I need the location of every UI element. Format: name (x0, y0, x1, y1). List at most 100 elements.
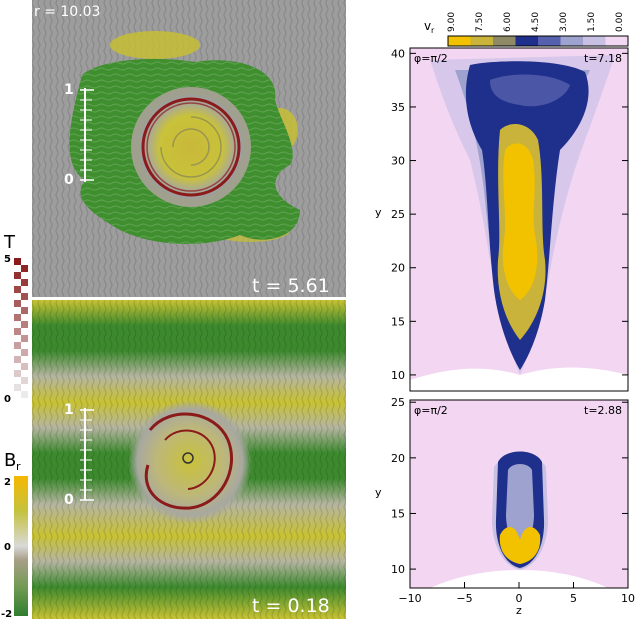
red-ring-inner (146, 102, 236, 192)
right-top-ylabel: y (375, 206, 382, 219)
right-bottom-xlabel: z (516, 604, 522, 617)
xtick-label: −5 (456, 592, 472, 605)
ytick-label: 35 (391, 101, 405, 114)
radius-label: r = 10.03 (34, 4, 100, 20)
swirl-lines (160, 116, 222, 178)
swirl-core (139, 95, 243, 199)
temperature-colorbar-cell (21, 349, 28, 356)
vr-colorbar-ticks: 9.00 7.50 6.00 4.50 3.00 1.50 0.00 (447, 12, 625, 32)
temperature-colorbar-cell (14, 300, 21, 307)
temperature-colorbar-cell (14, 377, 21, 384)
time-label-bottom-left: t = 0.18 (252, 595, 330, 617)
scale-bar: 1 0 (64, 82, 94, 188)
temperature-colorbar-cell (14, 314, 21, 321)
temperature-colorbar-cell (21, 286, 28, 293)
vr-colorbar-cell (560, 36, 583, 46)
right-bottom-time-label: t=2.88 (584, 404, 622, 417)
ytick-label: 20 (391, 262, 405, 275)
temperature-colorbar: T 5 0 (3, 232, 28, 405)
temperature-colorbar-cell (14, 356, 21, 363)
temperature-colorbar-bar (14, 258, 28, 398)
temperature-colorbar-cell (14, 342, 21, 349)
temperature-colorbar-cell (14, 349, 21, 356)
temperature-colorbar-cell (21, 356, 28, 363)
vr-colorbar-tick: 1.50 (587, 12, 597, 32)
br-tick-min: -2 (1, 609, 12, 619)
temperature-colorbar-cell (14, 363, 21, 370)
br-colorbar: B r 2 0 -2 (1, 450, 28, 619)
panel-divider (32, 297, 346, 300)
scale-tick-0: 0 (64, 492, 74, 508)
swirl-center (182, 452, 194, 464)
ytick-label: 10 (391, 563, 405, 576)
temperature-colorbar-max: 5 (4, 254, 11, 265)
ytick-label: 25 (391, 396, 405, 409)
temperature-colorbar-cell (14, 258, 21, 265)
plume-yellow-base (499, 526, 541, 564)
vr-colorbar-label: v (424, 19, 431, 33)
temperature-colorbar-cell (21, 342, 28, 349)
time-label-top-left: t = 5.61 (252, 275, 330, 297)
temperature-colorbar-cell (21, 272, 28, 279)
br-tick-max: 2 (4, 477, 11, 488)
vr-colorbar-cell (470, 36, 493, 46)
temperature-colorbar-cell (21, 258, 28, 265)
br-colorbar-subscript: r (16, 460, 21, 473)
right-bottom-ylabel: y (375, 486, 382, 499)
plume-yellow-core (502, 143, 538, 300)
vr-colorbar-cell (515, 36, 538, 46)
ytick-label: 15 (391, 507, 405, 520)
right-bottom-phi-label: φ=π/2 (414, 404, 448, 417)
right-top-yticks: 40 35 30 25 20 15 10 (391, 47, 628, 382)
plume-cap (490, 74, 570, 107)
vr-colorbar-tick: 3.00 (559, 12, 569, 32)
ytick-label: 25 (391, 208, 405, 221)
vr-colorbar-cell (605, 36, 628, 46)
right-top-frame (409, 47, 629, 392)
scale-bar: 1 0 (64, 402, 94, 508)
right-bottom-panel: 25 20 15 10 −10 −5 0 5 10 y z φ=π/2 t=2.88 (375, 396, 635, 617)
temperature-colorbar-cell (21, 279, 28, 286)
vr-colorbar-cell (583, 36, 606, 46)
temperature-colorbar-cell (14, 307, 21, 314)
vr-colorbar-cell (448, 36, 471, 46)
red-spiral (144, 412, 234, 510)
temperature-colorbar-cell (14, 265, 21, 272)
red-ring (141, 97, 241, 197)
temperature-colorbar-cell (14, 335, 21, 342)
temperature-colorbar-cell (14, 293, 21, 300)
temperature-colorbar-min: 0 (4, 394, 11, 405)
scale-tick-1: 1 (64, 82, 74, 98)
xtick-label: −10 (398, 592, 421, 605)
xtick-label: 0 (516, 592, 523, 605)
temperature-colorbar-cell (21, 328, 28, 335)
scale-tick-0: 0 (64, 172, 74, 188)
temperature-colorbar-cell (21, 391, 28, 398)
scale-tick-1: 1 (64, 402, 74, 418)
temperature-colorbar-cell (21, 314, 28, 321)
br-colorbar-label: B (4, 450, 16, 471)
right-top-phi-label: φ=π/2 (414, 52, 448, 65)
temperature-colorbar-cell (21, 321, 28, 328)
temperature-colorbar-cell (21, 307, 28, 314)
temperature-colorbar-cell (21, 384, 28, 391)
temperature-colorbar-cell (21, 377, 28, 384)
temperature-colorbar-cell (14, 279, 21, 286)
right-bottom-xticks: −10 −5 0 5 10 (398, 582, 635, 605)
ytick-label: 10 (391, 369, 405, 382)
ytick-label: 20 (391, 452, 405, 465)
plume-light (506, 464, 534, 548)
xtick-label: 10 (621, 592, 635, 605)
vr-colorbar-frame (447, 35, 629, 47)
br-tick-zero: 0 (4, 542, 11, 553)
left-top-panel: 1 0 r = 10.03 t = 5.61 (32, 0, 346, 297)
ytick-label: 40 (391, 47, 405, 60)
vr-colorbar-tick: 4.50 (531, 12, 541, 32)
temperature-colorbar-cell (14, 272, 21, 279)
right-top-panel: 40 35 30 25 20 15 10 y φ=π/2 t=7.18 (375, 47, 629, 392)
vr-colorbar-tick: 9.00 (447, 12, 457, 32)
temperature-colorbar-cell (21, 293, 28, 300)
vr-colorbar-cell (538, 36, 561, 46)
vr-colorbar-subscript: r (431, 26, 435, 35)
